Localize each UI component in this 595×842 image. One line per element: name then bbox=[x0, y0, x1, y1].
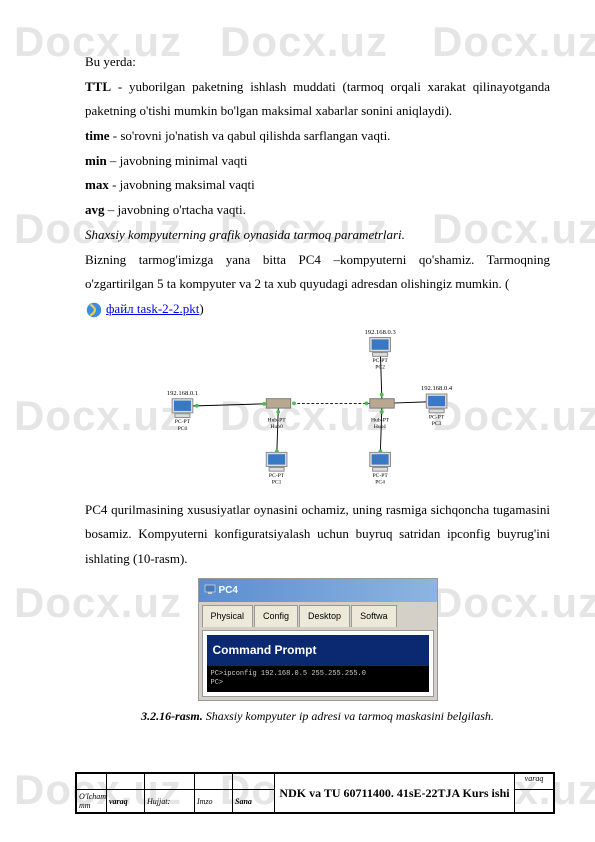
pc4-window: PC4 PhysicalConfigDesktopSoftwa Command … bbox=[198, 578, 438, 701]
avg-para: avg – javobning o'rtacha vaqti. bbox=[85, 198, 550, 223]
caption-label: 3.2.16-rasm. bbox=[141, 709, 203, 723]
pc-icon bbox=[204, 584, 216, 596]
footer-c4: Imzo bbox=[195, 790, 233, 812]
svg-text:PC-PT: PC-PT bbox=[372, 472, 388, 478]
svg-text:Hub0: Hub0 bbox=[270, 423, 283, 429]
pc4-titlebar: PC4 bbox=[199, 579, 437, 602]
ttl-text: - yuborilgan paketning ishlash muddati (… bbox=[85, 79, 550, 119]
footer-c1: O'lcham mm bbox=[77, 790, 107, 812]
pc4-tab[interactable]: Softwa bbox=[351, 605, 397, 627]
pc4-tabs: PhysicalConfigDesktopSoftwa bbox=[199, 602, 437, 627]
footer-c2: varaq bbox=[107, 790, 145, 812]
svg-text:192.168.0.3: 192.168.0.3 bbox=[364, 330, 396, 336]
ttl-para: TTL - yuborilgan paketning ishlash mudda… bbox=[85, 75, 550, 124]
pc4-title-text: PC4 bbox=[219, 581, 238, 600]
ttl-label: TTL bbox=[85, 79, 111, 94]
svg-text:PC0: PC0 bbox=[177, 425, 187, 431]
document-body: Bu yerda: TTL - yuborilgan paketning ish… bbox=[85, 50, 550, 728]
footer-c5: Sana bbox=[233, 790, 275, 812]
para-pc4: PC4 qurilmasining xususiyatlar oynasini … bbox=[85, 498, 550, 572]
para-network: Bizning tarmog'imizga yana bitta PC4 –ko… bbox=[85, 248, 550, 297]
intro-line: Bu yerda: bbox=[85, 50, 550, 75]
svg-text:PC1: PC1 bbox=[271, 479, 281, 485]
max-para: max - javobning maksimal vaqti bbox=[85, 173, 550, 198]
caption-text: Shaxsiy kompyuter ip adresi va tarmoq ma… bbox=[203, 709, 494, 723]
min-text: – javobning minimal vaqti bbox=[107, 153, 248, 168]
svg-text:PC4: PC4 bbox=[375, 479, 385, 485]
svg-text:Hub1: Hub1 bbox=[373, 423, 386, 429]
pc4-prompt-container: Command Prompt PC>ipconfig 192.168.0.5 2… bbox=[202, 630, 434, 697]
pc4-tab[interactable]: Desktop bbox=[299, 605, 350, 627]
max-text: - javobning maksimal vaqti bbox=[109, 177, 255, 192]
file-link[interactable]: файл task-2-2.pkt bbox=[106, 301, 199, 316]
avg-label: avg bbox=[85, 202, 105, 217]
italic-heading: Shaxsiy kompyuterning grafik oynasida ta… bbox=[85, 223, 550, 248]
pc4-tab[interactable]: Physical bbox=[202, 605, 254, 627]
terminal-output: PC>ipconfig 192.168.0.5 255.255.255.0 PC… bbox=[207, 666, 429, 692]
time-label: time bbox=[85, 128, 110, 143]
min-para: min – javobning minimal vaqti bbox=[85, 149, 550, 174]
network-diagram: 192.168.0.1PC-PTPC0192.168.0.3PC-PTPC219… bbox=[148, 330, 488, 490]
figure-caption: 3.2.16-rasm. Shaxsiy kompyuter ip adresi… bbox=[85, 705, 550, 728]
svg-text:PC3: PC3 bbox=[431, 421, 441, 427]
svg-text:PC2: PC2 bbox=[375, 364, 385, 370]
svg-text:PC-PT: PC-PT bbox=[372, 358, 388, 364]
command-prompt-header: Command Prompt bbox=[207, 635, 429, 666]
avg-text: – javobning o'rtacha vaqti. bbox=[105, 202, 246, 217]
svg-text:Hub-PT: Hub-PT bbox=[267, 417, 286, 423]
svg-text:Hub-PT: Hub-PT bbox=[371, 417, 390, 423]
svg-text:192.168.0.1: 192.168.0.1 bbox=[166, 390, 197, 397]
svg-text:PC-PT: PC-PT bbox=[428, 414, 444, 420]
min-label: min bbox=[85, 153, 107, 168]
ie-icon bbox=[85, 301, 103, 319]
svg-text:192.168.0.4: 192.168.0.4 bbox=[420, 385, 452, 392]
footer-title: NDK va TU 60711400. 41sE-22TJA Kurs ishi bbox=[275, 774, 515, 812]
svg-text:PC-PT: PC-PT bbox=[268, 472, 284, 478]
time-para: time - so'rovni jo'natish va qabul qilis… bbox=[85, 124, 550, 149]
footer-c3: Hujjat: bbox=[145, 790, 195, 812]
link-line: файл task-2-2.pkt) bbox=[85, 297, 550, 322]
pc4-tab[interactable]: Config bbox=[254, 605, 298, 627]
footer-varaq-label: varaq bbox=[515, 774, 553, 790]
svg-text:PC-PT: PC-PT bbox=[174, 419, 190, 425]
time-text: - so'rovni jo'natish va qabul qilishda s… bbox=[110, 128, 391, 143]
max-label: max bbox=[85, 177, 109, 192]
footer-varaq-cell bbox=[515, 790, 553, 812]
footer-table: NDK va TU 60711400. 41sE-22TJA Kurs ishi… bbox=[75, 772, 555, 814]
